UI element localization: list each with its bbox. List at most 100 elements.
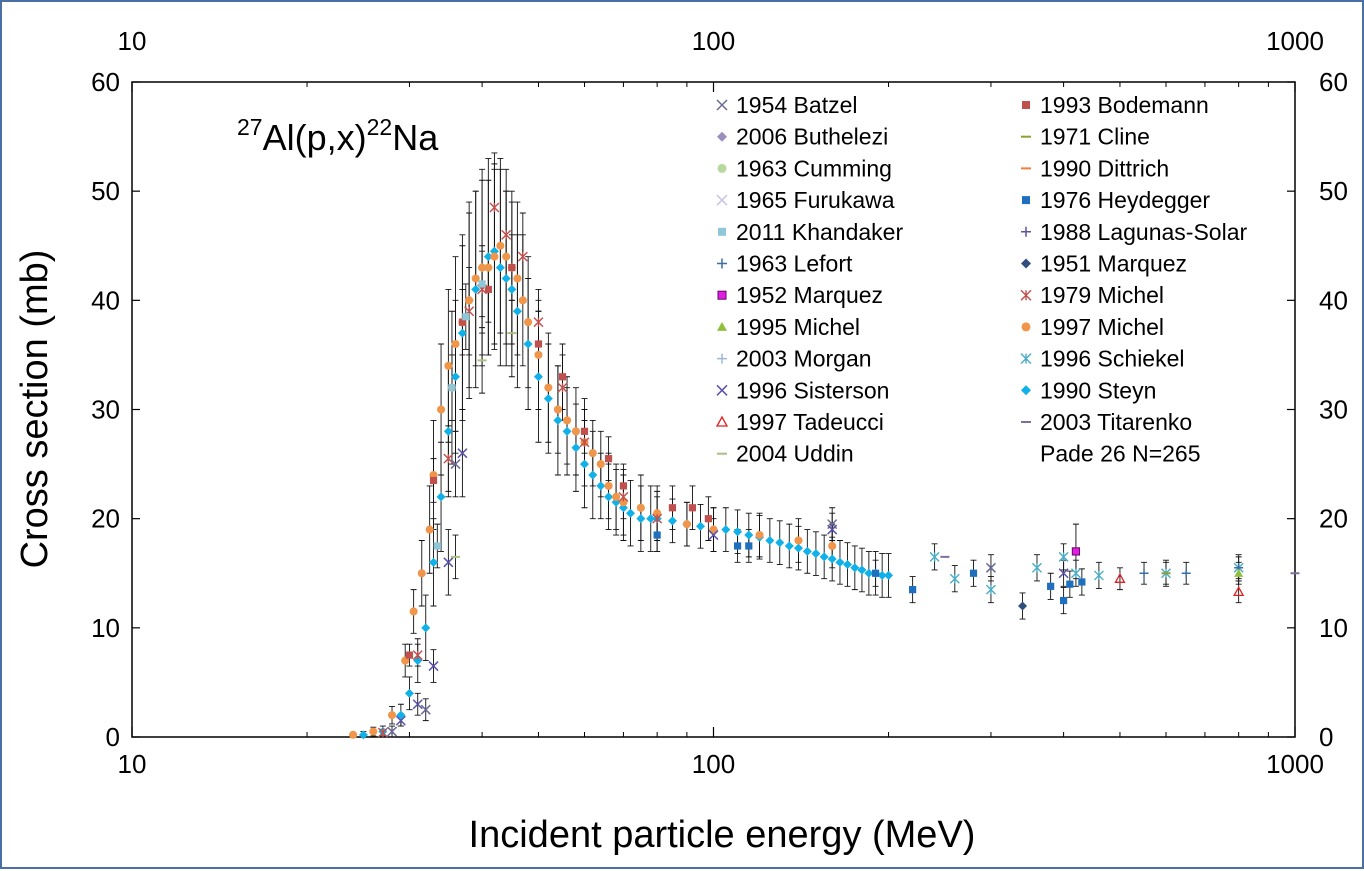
data-point-1997-michel [471,274,480,283]
legend-label-1951-marquez: 1951 Marquez [1040,251,1187,277]
data-point-1976-heydegger [909,586,917,594]
reaction-label: 27Al(p,x)22Na [237,114,439,158]
legend-marker-1993-bodemann [1022,101,1030,109]
data-point-1990-steyn [471,284,481,294]
data-point-1990-steyn [495,263,505,273]
data-point-1996-sisterson [1058,568,1069,579]
legend-marker-1951-marquez [1021,258,1031,269]
data-point-1990-steyn [733,527,743,537]
legend-marker-1996-sisterson [716,384,728,396]
data-point-1997-michel [553,405,562,414]
data-point-1997-michel [604,481,613,490]
legend-label-1988-lagunas-solar: 1988 Lagunas-Solar [1040,219,1247,245]
legend-marker-1996-schiekel [1020,353,1032,365]
data-point-1990-steyn [850,563,860,573]
legend-label-2003-morgan: 2003 Morgan [736,346,872,372]
data-point-1997-michel [349,730,358,739]
data-point-1990-steyn [421,623,431,633]
data-point-1993-bodemann [508,263,516,272]
legend-label-2004-uddin: 2004 Uddin [736,441,854,467]
data-point-1979-michel [579,437,590,448]
data-point-1990-steyn [533,372,543,382]
x-tick-label-top: 100 [692,26,735,56]
data-point-1979-michel [557,382,568,393]
data-point-1990-steyn [827,554,837,564]
legend-label-1971-cline: 1971 Cline [1040,124,1150,150]
y-tick-label-right: 0 [1319,722,1333,752]
data-point-1990-steyn [626,508,636,518]
data-point-1990-steyn [436,492,446,502]
legend-label-2003-titarenko: 2003 Titarenko [1040,409,1192,435]
reaction-post: Na [392,117,439,158]
data-point-1997-tadeucci [1233,585,1245,597]
y-tick-label-left: 50 [91,176,120,206]
data-point-1996-schiekel [949,573,960,584]
reaction-post-sup: 22 [367,114,393,140]
data-point-1990-steyn [571,443,581,453]
legend-label-1997-michel: 1997 Michel [1040,314,1164,340]
legend-label-pade-26-n-265: Pade 26 N=265 [1040,441,1201,467]
legend-marker-1997-tadeucci [715,415,729,427]
data-point-1979-michel [377,727,388,738]
data-point-1990-steyn [802,546,812,556]
legend-marker-1963-cumming [717,163,727,173]
y-tick-label-right: 50 [1319,176,1348,206]
data-point-1990-steyn [857,565,867,575]
data-point-1990-steyn [507,284,517,294]
data-point-1990-steyn [775,538,785,548]
legend-label-1997-tadeucci: 1997 Tadeucci [736,409,884,435]
data-point-1952-marquez [1071,547,1081,556]
data-point-1979-michel [652,513,663,524]
data-point-1997-michel [496,241,505,250]
data-point-1990-steyn [512,306,522,316]
data-point-1997-michel [588,449,597,458]
data-point-1995-michel [1234,568,1244,577]
data-point-1990-steyn [864,568,874,578]
data-point-1997-michel [709,525,718,534]
y-tick-label-right: 60 [1319,67,1348,97]
y-tick-label-left: 0 [106,722,120,752]
data-point-1993-bodemann [668,504,677,512]
reaction-main: Al(p,x) [263,117,367,158]
data-point-1951-marquez [1018,601,1028,611]
data-point-1996-sisterson [412,699,423,710]
data-point-1993-bodemann [688,504,697,512]
data-point-1976-heydegger [653,531,661,539]
data-point-1990-steyn [553,415,563,425]
data-point-1954-batzel [420,704,431,715]
legend-label-1965-furukawa: 1965 Furukawa [736,187,895,213]
data-point-1979-michel [443,453,454,464]
data-point-1997-michel [409,607,418,616]
data-point-1990-steyn [793,543,803,553]
data-point-1993-bodemann [405,651,414,659]
data-point-1997-michel [563,416,572,425]
data-point-1993-bodemann [704,515,712,523]
data-point-1976-heydegger [1059,596,1068,605]
data-point-1979-michel [517,251,528,262]
data-point-1993-bodemann [484,285,492,294]
data-point-1997-michel [502,252,511,261]
data-point-1976-heydegger [1066,580,1074,588]
data-point-1997-michel [636,503,645,512]
data-point-1990-steyn [765,536,775,545]
x-tick-label-bottom: 10 [118,749,147,779]
y-tick-label-left: 60 [91,67,120,97]
data-point-1990-steyn [884,570,894,580]
y-tick-label-right: 40 [1319,285,1348,315]
data-point-1990-steyn [604,492,614,502]
data-point-1996-schiekel [1058,551,1069,562]
data-point-1990-steyn [501,274,511,283]
data-point-1996-sisterson [827,524,838,535]
legend-marker-1995-michel [717,321,727,331]
data-point-1997-michel [534,350,543,359]
legend: 1954 Batzel 2006 Buthelezi 1963 Cumming 196… [715,92,1247,467]
x-tick-label-bottom: 100 [692,749,735,779]
data-point-1997-michel [451,339,460,349]
legend-marker-1988-lagunas-solar [1021,226,1031,237]
x-axis-label: Incident particle energy (MeV) [469,814,976,856]
data-point-1990-steyn [646,514,656,524]
legend-label-1990-dittrich: 1990 Dittrich [1040,155,1169,181]
data-point-1990-steyn [843,560,853,570]
